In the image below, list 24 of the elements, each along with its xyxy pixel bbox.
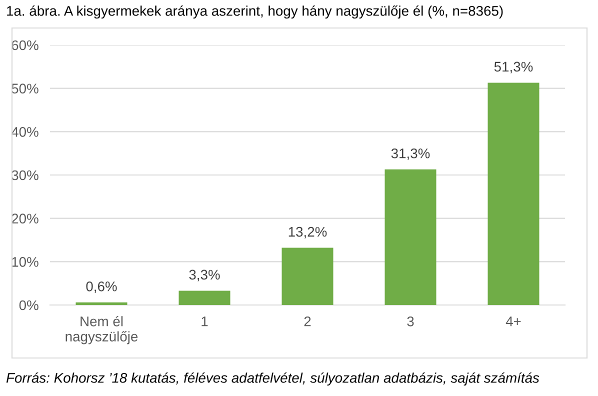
bar (178, 290, 230, 305)
x-tick-label: 3 (407, 316, 414, 326)
y-tick-label: 50% (12, 84, 38, 94)
data-label: 31,3% (391, 148, 430, 160)
y-tick-label: 40% (11, 127, 38, 137)
text: Forrás: Kohorsz ’18 kutatás, féléves adatfelvétel, súlyozatlan adatbázis, saját számítás (6, 372, 540, 386)
y-tick-label: 20% (12, 214, 38, 224)
y-tick-label: 60% (12, 40, 38, 50)
y-tick-label: 30% (12, 170, 38, 180)
x-tick-label: 4+ (506, 316, 521, 326)
data-label: 3,3% (189, 270, 220, 282)
bar (488, 82, 540, 305)
x-tick-label: 1 (202, 316, 208, 326)
data-label: 51,3% (494, 62, 533, 74)
bar (384, 169, 436, 305)
bar (282, 248, 334, 305)
data-label: 13,2% (288, 226, 327, 238)
y-tick-label: 0% (19, 300, 38, 310)
x-tick-label: Nem él nagyszülője (66, 316, 138, 344)
bar (76, 302, 128, 305)
y-tick-label: 10% (12, 257, 38, 267)
chart-title: 1a. ábra. A kisgyermekek aránya aszerint, hogy hány nagyszülője él (%, n=8365) (7, 5, 503, 19)
data-label: 0,6% (86, 281, 117, 293)
x-tick-label: 2 (304, 316, 311, 326)
